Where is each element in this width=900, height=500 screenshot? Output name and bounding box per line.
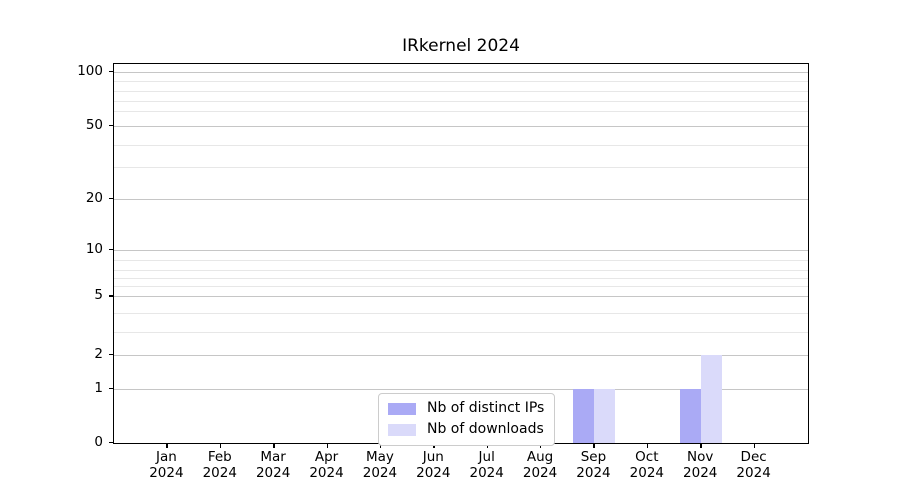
y-tick-label: 2 — [94, 346, 103, 363]
y-gridline-minor — [114, 332, 808, 334]
x-tick-label: Sep 2024 — [576, 449, 611, 481]
y-gridline-minor — [114, 81, 808, 83]
y-tick-mark — [109, 124, 113, 127]
x-tick-mark — [540, 444, 542, 448]
legend-row: Nb of downloads — [388, 421, 544, 438]
legend-row: Nb of distinct IPs — [388, 400, 544, 417]
y-tick-mark — [109, 387, 113, 390]
x-tick-mark — [646, 444, 649, 448]
y-tick-mark — [109, 197, 113, 199]
y-tick-label: 20 — [85, 189, 103, 206]
chart-title: IRkernel 2024 — [402, 36, 520, 56]
y-tick-mark — [109, 354, 113, 356]
y-tick-mark — [109, 70, 113, 72]
y-gridline-minor — [114, 90, 808, 92]
y-gridline-minor — [114, 100, 808, 102]
y-tick-label: 5 — [94, 287, 103, 304]
legend: Nb of distinct IPs Nb of downloads — [378, 393, 556, 446]
x-tick-mark — [326, 444, 328, 448]
y-tick-label: 1 — [94, 379, 103, 396]
y-tick-label: 50 — [85, 116, 103, 133]
bar-downloads — [701, 355, 723, 443]
y-gridline-minor — [114, 313, 808, 314]
x-tick-label: Apr 2024 — [309, 449, 344, 481]
y-gridline-major — [114, 296, 808, 298]
y-gridline-minor — [114, 145, 808, 147]
x-tick-mark — [700, 444, 702, 448]
y-gridline-minor — [114, 259, 808, 261]
x-tick-mark — [433, 444, 435, 448]
x-tick-label: Nov 2024 — [683, 449, 718, 481]
y-tick-label: 100 — [77, 62, 103, 79]
y-gridline-major — [114, 198, 808, 200]
legend-label: Nb of distinct IPs — [427, 400, 545, 416]
x-tick-label: Mar 2024 — [255, 449, 291, 481]
x-tick-label: Oct 2024 — [629, 449, 665, 481]
x-tick-label: May 2024 — [362, 449, 398, 481]
y-gridline-minor — [114, 269, 808, 271]
y-gridline-minor — [114, 167, 808, 169]
x-tick-mark — [753, 444, 755, 448]
x-tick-label: Jun 2024 — [416, 449, 451, 481]
x-tick-label: Jan 2024 — [149, 449, 184, 481]
y-tick-mark — [109, 295, 113, 297]
y-gridline-major — [114, 355, 808, 357]
legend-label: Nb of downloads — [427, 421, 544, 437]
y-tick-mark — [109, 249, 113, 251]
bar-downloads — [594, 388, 616, 443]
legend-swatch — [388, 402, 416, 415]
y-gridline-major — [114, 125, 808, 127]
y-gridline-minor — [114, 111, 808, 113]
x-tick-label: Jul 2024 — [469, 449, 504, 481]
x-tick-label: Feb 2024 — [202, 449, 237, 481]
y-tick-label: 10 — [85, 241, 103, 258]
y-gridline-minor — [114, 286, 808, 288]
y-tick-mark — [109, 442, 113, 444]
y-gridline-major — [114, 71, 808, 73]
bar-distinct-ips — [573, 388, 595, 443]
y-gridline-major — [114, 388, 808, 390]
x-tick-mark — [593, 444, 595, 448]
y-gridline-minor — [114, 278, 808, 280]
x-tick-label: Aug 2024 — [522, 449, 558, 481]
x-tick-mark — [486, 444, 489, 448]
legend-swatch — [388, 423, 416, 436]
plot-area: Nb of distinct IPs Nb of downloads — [113, 63, 809, 446]
y-gridline-major — [114, 250, 808, 252]
x-tick-mark — [219, 444, 222, 448]
x-tick-mark — [379, 444, 382, 448]
x-tick-mark — [273, 444, 275, 448]
y-tick-label: 0 — [94, 434, 103, 450]
x-tick-label: Dec 2024 — [736, 449, 771, 481]
x-tick-mark — [166, 444, 168, 448]
bar-distinct-ips — [680, 388, 702, 443]
